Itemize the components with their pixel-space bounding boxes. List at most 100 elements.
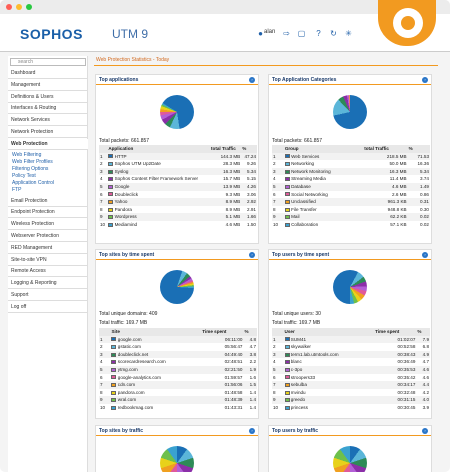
pie-chart xyxy=(160,446,194,472)
info-icon[interactable]: › xyxy=(422,428,428,434)
column-header: Site xyxy=(110,328,202,336)
pie-chart xyxy=(333,446,367,472)
table-row: 5 Database 4.6 MB 1.49 xyxy=(272,182,430,191)
clipboard-icon[interactable]: ▢ xyxy=(297,29,306,38)
cell-name: skywalker xyxy=(284,343,375,351)
cell: 8 xyxy=(273,206,276,212)
table-row: 7 cdn.com 01:56:06 1.5 xyxy=(99,381,257,389)
nav-item-endpoint-protection[interactable]: Endpoint Protection xyxy=(8,207,88,219)
logout-icon[interactable]: ⇨ xyxy=(283,29,290,38)
cell: 11.4 MB xyxy=(389,176,407,182)
cell: 1 xyxy=(272,152,284,161)
cell: 2 xyxy=(273,161,276,167)
sites-table: Site Time spent% 1 google.com 06:11:00 4.8 2 … xyxy=(99,328,257,412)
nav-item-red-management[interactable]: RED Management xyxy=(8,243,88,254)
cell: 1.66 xyxy=(241,213,257,221)
cell: 8 xyxy=(100,206,103,212)
nav-item-network-services[interactable]: Network Services xyxy=(8,115,88,127)
info-icon[interactable]: › xyxy=(422,252,428,258)
product-name: UTM 9 xyxy=(112,27,148,41)
cell: 4 xyxy=(273,359,276,365)
table-row: 1 SUM41 01:02:07 7.9 xyxy=(272,335,430,344)
cell: 01:56:06 xyxy=(201,381,244,389)
panel-top-app-categories: Top Application Categories › Total packe… xyxy=(268,74,432,244)
cell-name: Google xyxy=(107,182,210,191)
minimize-window-button[interactable] xyxy=(16,4,22,10)
nav-item-interfaces-routing[interactable]: Interfaces & Routing xyxy=(8,103,88,115)
refresh-icon[interactable]: ↻ xyxy=(330,29,337,38)
info-icon[interactable]: › xyxy=(249,77,255,83)
cell: 6 xyxy=(100,374,103,380)
cell: 8 xyxy=(100,389,103,395)
info-icon[interactable]: › xyxy=(422,77,428,83)
nav-item-logging-reporting[interactable]: Logging & Reporting xyxy=(8,278,88,290)
color-swatch xyxy=(284,390,290,395)
nav-item-definitions-users[interactable]: Definitions & Users xyxy=(8,92,88,103)
nav-item-wireless-protection[interactable]: Wireless Protection xyxy=(8,219,88,231)
table-row: 2 gstatic.com 05:56:47 4.7 xyxy=(99,343,257,351)
cell-name: Web Services xyxy=(283,152,364,161)
nav-item-network-protection[interactable]: Network Protection xyxy=(8,127,88,138)
cell-name: wral.com xyxy=(110,396,202,404)
nav-item-support[interactable]: Support xyxy=(8,290,88,301)
color-swatch xyxy=(284,192,290,197)
nav-subitem-policy-test[interactable]: Policy Test xyxy=(12,172,36,179)
nav-subitem-web-filter-profiles[interactable]: Web Filter Profiles xyxy=(12,158,53,165)
title-bar xyxy=(0,0,450,14)
nav-item-log-off[interactable]: Log off xyxy=(8,302,88,313)
nav-subitem-ftp[interactable]: FTP xyxy=(12,186,22,193)
cell: 2.2 xyxy=(249,359,256,365)
table-row: 8 Pandora 8.9 MB 2.91 xyxy=(99,206,257,214)
cell: 0.02 xyxy=(407,213,430,221)
nav-item-management[interactable]: Management xyxy=(8,80,88,91)
cell: 50.0 MB xyxy=(389,161,407,167)
cell-name: redbookmag.com xyxy=(110,404,201,412)
table-row: 6 stroopers33 00:35:42 4.6 xyxy=(272,374,430,382)
nav-subitem-web-filtering[interactable]: Web Filtering xyxy=(12,151,42,158)
nav-item-site-to-site-vpn[interactable]: Site-to-site VPN xyxy=(8,255,88,266)
nav-item-dashboard[interactable]: Dashboard xyxy=(8,68,88,79)
nav-item-email-protection[interactable]: Email Protection xyxy=(8,196,88,207)
color-swatch xyxy=(108,161,114,166)
color-swatch xyxy=(284,184,290,189)
cell: 1.4 xyxy=(243,396,257,404)
nav-subitem-application-control[interactable]: Application Control xyxy=(12,179,54,186)
stat-traffic: Total traffic: 169.7 MB xyxy=(99,320,148,326)
cell: 0.02 xyxy=(420,221,429,227)
nav-item-webserver-protection[interactable]: Webserver Protection xyxy=(8,231,88,242)
panel-title: Top users by traffic xyxy=(272,428,319,434)
column-header: User xyxy=(283,328,375,336)
nav-item-web-protection[interactable]: Web Protection xyxy=(8,138,88,150)
column-header: Application xyxy=(107,145,210,153)
color-swatch xyxy=(108,154,114,159)
table-row: 2 skywalker 00:52:58 6.8 xyxy=(272,343,430,351)
info-icon[interactable]: › xyxy=(249,428,255,434)
table-row: 5 ytmg.com 02:21:50 1.9 xyxy=(99,365,257,374)
table-row: 4 scorecardresearch.com 02:48:51 2.2 xyxy=(99,358,257,366)
cell: 02:21:50 xyxy=(201,365,244,374)
cell-name: Database xyxy=(283,182,364,191)
nav-item-remote-access[interactable]: Remote Access xyxy=(8,266,88,278)
color-swatch xyxy=(108,177,114,182)
cell: 1.9 xyxy=(243,365,257,374)
panel-top-applications: Top applications › Total packets: 661.85… xyxy=(95,74,259,244)
column-header: % xyxy=(416,328,430,336)
cell: 16.3 MB xyxy=(210,167,242,176)
cell-name: cdn.com xyxy=(110,381,202,389)
nav-subitem-filtering-options[interactable]: Filtering Options xyxy=(12,165,49,172)
cell: 1.6 xyxy=(249,374,256,380)
cell: 8.9 MB xyxy=(225,206,241,212)
search-input[interactable]: search xyxy=(10,58,86,66)
cell: 16.3 MB xyxy=(363,167,408,176)
cell-name: stroopers33 xyxy=(284,374,375,382)
cell: 4.26 xyxy=(241,182,257,191)
help-icon[interactable]: ? xyxy=(316,29,321,38)
close-window-button[interactable] xyxy=(6,4,12,10)
cell: 1.49 xyxy=(407,182,430,191)
cell: 0.30 xyxy=(420,206,429,212)
column-header: % xyxy=(241,145,257,153)
cell: 7 xyxy=(99,381,111,389)
zoom-window-button[interactable] xyxy=(26,4,32,10)
table-row: 5 c-3po 00:35:53 4.6 xyxy=(272,365,430,374)
info-icon[interactable]: › xyxy=(249,252,255,258)
